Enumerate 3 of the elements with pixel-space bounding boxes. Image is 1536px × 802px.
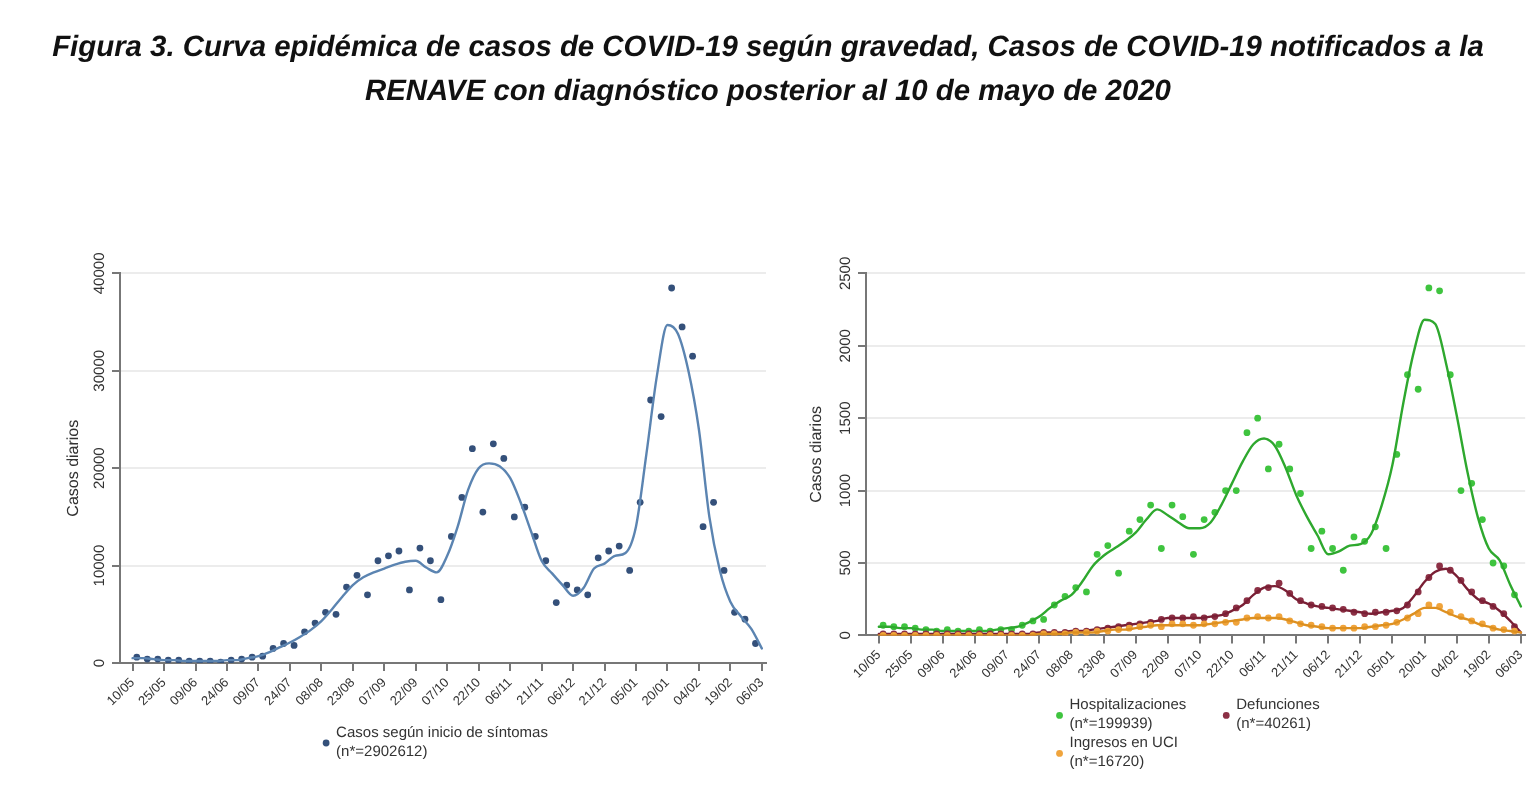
y-axis-title: Casos diarios [807,405,826,503]
y-axis-title: Casos diarios [64,419,83,517]
chart-title: Figura 3. Curva epidémica de casos de COVID-19 según gravedad, Casos de COVID-19 notificados a la RENAVE con diagnóstico posterior al 10 de mayo de 2020 [50,30,1486,112]
